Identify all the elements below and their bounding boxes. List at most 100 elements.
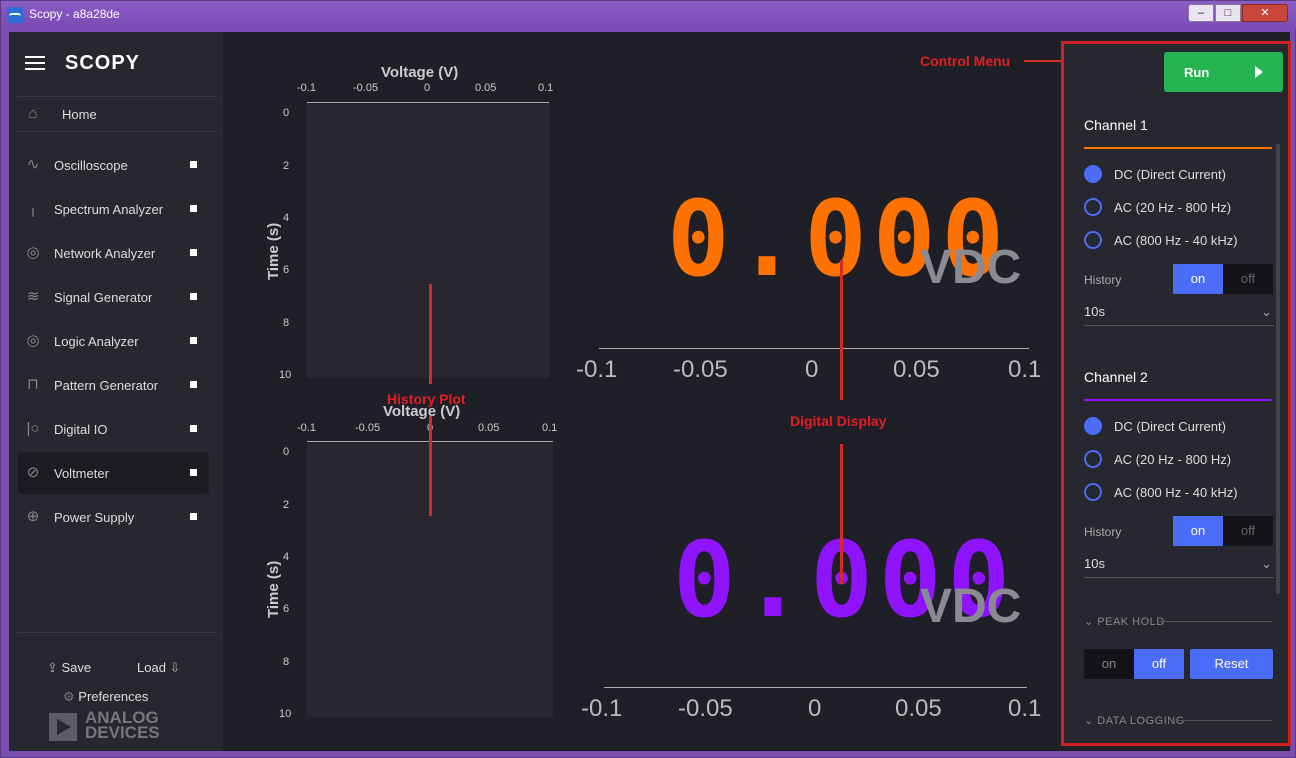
x-tick: -0.1	[297, 422, 316, 434]
ch2-ac-high-radio[interactable]	[1084, 483, 1102, 501]
divider	[1159, 621, 1272, 622]
preferences-button[interactable]: ⚙ Preferences	[63, 689, 148, 705]
divider	[17, 131, 217, 132]
channel-2-scale	[604, 687, 1027, 688]
x-tick: 0.1	[542, 422, 558, 434]
download-icon: ⇩	[165, 660, 181, 675]
ch2-history-off-toggle[interactable]: off	[1223, 516, 1273, 546]
ch1-history-on-toggle[interactable]: on	[1173, 264, 1223, 294]
y-tick: 0	[283, 107, 290, 119]
ch1-dc-radio[interactable]	[1084, 165, 1102, 183]
sidebar-item-oscilloscope[interactable]: ∿ Oscilloscope	[18, 144, 209, 186]
scale-tick: 0	[808, 695, 822, 722]
sidebar-item-label: Oscilloscope	[54, 158, 128, 173]
ch2-ac-low-radio[interactable]	[1084, 450, 1102, 468]
history-plot-1-x-title: Voltage (V)	[381, 64, 459, 81]
sidebar-item-label: Voltmeter	[54, 466, 109, 481]
y-tick: 8	[283, 317, 290, 329]
sidebar-item-home[interactable]: ⌂ Home	[18, 93, 209, 135]
load-button[interactable]: Load ⇩	[137, 660, 180, 676]
y-tick: 2	[283, 499, 290, 511]
status-indicator	[190, 293, 197, 300]
ch1-history-label: History	[1084, 273, 1122, 287]
history-plot-annotation: History Plot	[387, 391, 466, 407]
scale-tick: 0.05	[895, 695, 942, 722]
divider	[17, 96, 217, 97]
minimize-button[interactable]: –	[1188, 4, 1214, 22]
channel-2-underline	[1084, 399, 1272, 401]
home-icon: ⌂	[28, 105, 38, 122]
ch1-ac-high-radio[interactable]	[1084, 231, 1102, 249]
x-tick: 0.1	[538, 82, 554, 94]
scale-tick: -0.05	[673, 356, 728, 383]
ch2-dc-radio[interactable]	[1084, 417, 1102, 435]
pattern-icon: ⊓	[27, 376, 39, 393]
sidebar-item-logic-analyzer[interactable]: ◎ Logic Analyzer	[18, 320, 209, 362]
annotation-pointer	[429, 284, 432, 384]
scrollbar[interactable]	[1276, 144, 1280, 594]
analog-devices-logo-icon	[49, 713, 77, 741]
sidebar-item-label: Network Analyzer	[54, 246, 156, 261]
close-button[interactable]: ✕	[1242, 4, 1288, 22]
run-label: Run	[1184, 65, 1210, 80]
ch1-history-value: 10s	[1084, 304, 1105, 319]
save-label: Save	[61, 660, 92, 675]
sidebar-item-signal-generator[interactable]: ≋ Signal Generator	[18, 276, 209, 318]
signal-icon: ≋	[26, 288, 40, 305]
status-indicator	[190, 469, 197, 476]
x-tick: 0	[424, 82, 431, 94]
scale-tick: 0.1	[1008, 695, 1042, 722]
ch1-history-select[interactable]: 10s ⌄	[1084, 304, 1274, 326]
voltmeter-icon: ⊘	[26, 464, 40, 481]
gear-icon: ⚙	[63, 689, 79, 704]
brand-line: DEVICES	[85, 723, 160, 742]
digital-display-annotation: Digital Display	[790, 413, 887, 429]
y-tick: 2	[283, 160, 290, 172]
y-tick: 6	[283, 603, 290, 615]
channel-2-title: Channel 2	[1084, 369, 1148, 385]
peak-hold-off-toggle[interactable]: off	[1134, 649, 1184, 679]
sidebar-item-spectrum-analyzer[interactable]: ╷ Spectrum Analyzer	[18, 188, 209, 230]
ch2-history-select[interactable]: 10s ⌄	[1084, 556, 1274, 578]
ch1-history-off-toggle[interactable]: off	[1223, 264, 1273, 294]
scale-tick: 0.1	[1008, 356, 1042, 383]
status-indicator	[190, 205, 197, 212]
history-plot-1-x-axis	[307, 102, 549, 103]
ch1-dc-label: DC (Direct Current)	[1114, 167, 1226, 182]
sidebar-item-digital-io[interactable]: |○ Digital IO	[18, 408, 209, 450]
status-indicator	[190, 161, 197, 168]
ch2-ac-low-label: AC (20 Hz - 800 Hz)	[1114, 452, 1232, 467]
channel-1-scale	[599, 348, 1029, 349]
x-tick: -0.05	[355, 422, 381, 434]
save-button[interactable]: ⇪ Save	[47, 660, 91, 676]
scale-tick: -0.1	[581, 695, 623, 722]
data-logging-section[interactable]: ⌄ DATA LOGGING	[1084, 714, 1185, 727]
peak-hold-on-toggle[interactable]: on	[1084, 649, 1134, 679]
sidebar-item-pattern-generator[interactable]: ⊓ Pattern Generator	[18, 364, 209, 406]
y-tick: 10	[279, 708, 292, 720]
sidebar-item-voltmeter[interactable]: ⊘ Voltmeter	[18, 452, 209, 494]
sidebar-item-network-analyzer[interactable]: ◎ Network Analyzer	[18, 232, 209, 274]
history-plot-1[interactable]	[307, 104, 549, 378]
ch1-ac-low-radio[interactable]	[1084, 198, 1102, 216]
main-area: Voltage (V) -0.1 -0.05 0 0.05 0.1 Time (…	[223, 32, 1061, 751]
status-indicator	[190, 425, 197, 432]
logic-icon: ◎	[26, 332, 40, 349]
sidebar-item-label: Logic Analyzer	[54, 334, 139, 349]
scale-tick: 0	[805, 356, 819, 383]
chevron-down-icon: ⌄	[1261, 556, 1272, 571]
status-indicator	[190, 249, 197, 256]
ch1-ac-high-label: AC (800 Hz - 40 kHz)	[1114, 233, 1238, 248]
ch2-history-on-toggle[interactable]: on	[1173, 516, 1223, 546]
sidebar-item-power-supply[interactable]: ⊕ Power Supply	[18, 496, 209, 538]
maximize-button[interactable]: □	[1215, 4, 1241, 22]
menu-icon[interactable]	[25, 56, 45, 70]
channel-1-unit: VDC	[920, 241, 1022, 294]
sidebar-item-label: Signal Generator	[54, 290, 153, 305]
x-tick: -0.1	[297, 82, 316, 94]
reset-button[interactable]: Reset	[1190, 649, 1273, 679]
run-button[interactable]: Run	[1164, 52, 1283, 92]
ch1-ac-low-label: AC (20 Hz - 800 Hz)	[1114, 200, 1232, 215]
peak-hold-section[interactable]: ⌄ PEAK HOLD	[1084, 615, 1165, 628]
